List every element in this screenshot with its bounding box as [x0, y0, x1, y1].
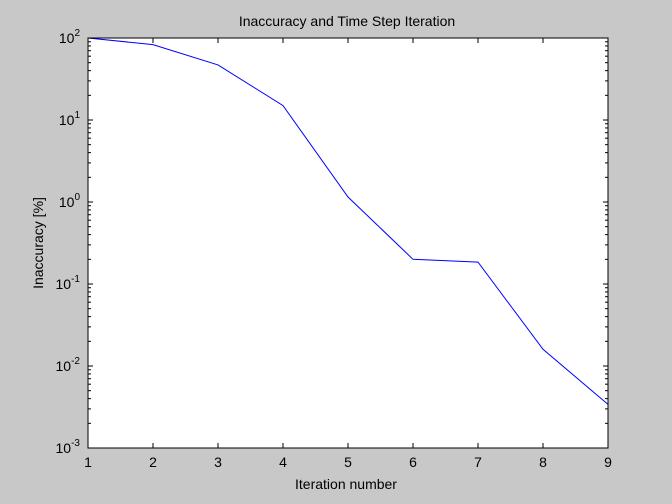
y-tick-label-exponent: -1: [71, 274, 80, 285]
x-tick-label: 1: [84, 454, 92, 470]
x-tick-label: 8: [539, 454, 547, 470]
x-tick-label: 4: [279, 454, 287, 470]
y-tick-label-base: 10: [59, 112, 75, 128]
y-tick-label: 102: [59, 28, 81, 46]
y-tick-label-exponent: 0: [74, 192, 80, 203]
y-tick-label-base: 10: [56, 440, 72, 456]
x-axis-label: Iteration number: [295, 476, 397, 492]
y-tick-label: 101: [59, 110, 81, 128]
y-tick-label-base: 10: [59, 30, 75, 46]
y-tick-label: 10-2: [56, 356, 81, 374]
chart-title: Inaccuracy and Time Step Iteration: [239, 13, 455, 29]
x-tick-label: 3: [214, 454, 222, 470]
axes-frame: [87, 37, 609, 449]
y-axis-label: Inaccuracy [%]: [30, 197, 46, 289]
axes-background: [88, 38, 608, 448]
y-tick-label-exponent: -2: [71, 356, 80, 367]
x-tick-labels: 1 2 3 4 5 6 7 8 9: [84, 454, 612, 470]
y-tick-label: 100: [59, 192, 81, 210]
y-tick-label-base: 10: [59, 194, 75, 210]
series-line: [87, 37, 609, 405]
y-tick-label-base: 10: [56, 276, 72, 292]
x-tick-label: 2: [149, 454, 157, 470]
x-tick-label: 5: [344, 454, 352, 470]
x-tick-label: 9: [604, 454, 612, 470]
y-tick-label-exponent: 1: [74, 110, 80, 121]
x-tick-label: 7: [474, 454, 482, 470]
y-tick-label: 10-1: [56, 274, 81, 292]
x-tick-label: 6: [409, 454, 417, 470]
y-tick-label-exponent: 2: [74, 28, 80, 39]
series-layer: [87, 37, 609, 405]
y-tick-label: 10-3: [56, 438, 81, 456]
y-tick-label-base: 10: [56, 358, 72, 374]
y-tick-label-exponent: -3: [71, 438, 80, 449]
